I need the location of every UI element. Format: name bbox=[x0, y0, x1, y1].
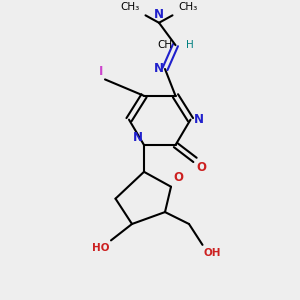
Text: N: N bbox=[154, 8, 164, 21]
Text: CH₃: CH₃ bbox=[178, 2, 198, 12]
Text: O: O bbox=[196, 161, 206, 174]
Text: CH₃: CH₃ bbox=[120, 2, 140, 12]
Text: H: H bbox=[186, 40, 194, 50]
Text: CH: CH bbox=[158, 40, 172, 50]
Text: OH: OH bbox=[204, 248, 221, 258]
Text: N: N bbox=[194, 113, 203, 126]
Text: HO: HO bbox=[92, 243, 110, 254]
Text: O: O bbox=[173, 171, 183, 184]
Text: I: I bbox=[99, 65, 103, 78]
Text: N: N bbox=[154, 62, 164, 76]
Text: N: N bbox=[133, 130, 142, 143]
